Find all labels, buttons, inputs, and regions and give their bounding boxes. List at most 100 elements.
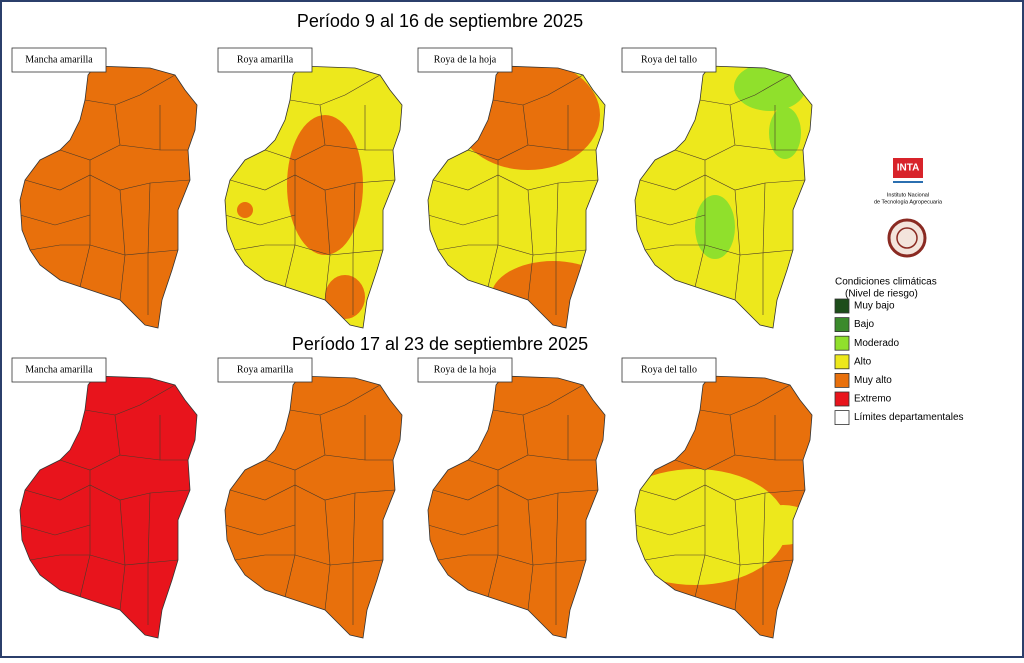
legend-swatch <box>834 317 850 333</box>
map-panel <box>19 375 198 639</box>
panel-label-box <box>417 357 513 383</box>
risk-zones <box>428 384 599 625</box>
department-border <box>352 492 356 625</box>
department-border <box>229 174 396 191</box>
department-border <box>635 214 706 226</box>
legend-label: Límites departamentales <box>854 412 964 423</box>
risk-zones <box>635 66 806 315</box>
panel-label-box <box>417 47 513 73</box>
panel-label: Roya de la hoja <box>434 54 497 65</box>
legend-swatch <box>834 335 850 351</box>
department-border <box>234 244 384 256</box>
legend-label: Bajo <box>854 319 874 330</box>
department-border <box>437 244 587 256</box>
map-panel <box>224 375 403 639</box>
panel-label: Mancha amarilla <box>25 364 93 375</box>
legend-title: (Nivel de riesgo) <box>845 289 918 300</box>
department-border <box>437 554 587 566</box>
department-border <box>319 414 393 461</box>
risk-zones <box>225 74 396 319</box>
legend-swatch <box>834 354 850 370</box>
risk-zones <box>20 74 191 315</box>
panel-label: Roya amarilla <box>237 364 294 375</box>
department-border <box>20 524 91 536</box>
department-border <box>635 524 706 536</box>
department-border <box>319 104 393 151</box>
period-title: Período 17 al 23 de septiembre 2025 <box>292 334 588 354</box>
panel-label-box <box>217 47 313 73</box>
risk-zone <box>695 195 735 259</box>
map-panel <box>427 65 606 329</box>
map-panel <box>427 375 606 639</box>
province <box>20 376 197 638</box>
legend-swatch <box>834 298 850 314</box>
department-border <box>699 74 791 106</box>
department-border <box>29 554 179 566</box>
panel-label-box <box>11 357 107 383</box>
legend-label: Extremo <box>854 394 892 405</box>
department-border <box>20 214 91 226</box>
period-title: Período 9 al 16 de septiembre 2025 <box>297 11 583 31</box>
department-border <box>432 174 599 191</box>
panel-label: Roya amarilla <box>237 54 294 65</box>
department-border <box>762 492 766 625</box>
logo: INTA Instituto Nacional de Tecnología Ag… <box>874 158 943 258</box>
department-border <box>84 74 176 106</box>
department-border <box>225 214 296 226</box>
department-border <box>522 104 596 151</box>
department-border <box>762 182 766 315</box>
department-border <box>729 104 803 151</box>
logo-box <box>893 158 923 178</box>
department-border <box>555 182 559 315</box>
panel-label-box <box>217 357 313 383</box>
province <box>225 376 402 638</box>
department-border <box>24 174 191 191</box>
department-border <box>234 554 384 566</box>
legend-title: Condiciones climáticas <box>835 277 937 288</box>
legend-label: Moderado <box>854 338 899 349</box>
risk-zones <box>20 384 191 625</box>
department-border <box>352 182 356 315</box>
logo-subtitle: de Tecnología Agropecuaria <box>874 199 943 205</box>
department-border <box>225 524 296 536</box>
panel-label: Mancha amarilla <box>25 54 93 65</box>
risk-zone <box>491 261 605 328</box>
map-panel <box>634 65 813 329</box>
department-border <box>147 182 151 315</box>
department-border <box>84 384 176 416</box>
department-border <box>428 214 499 226</box>
legend-swatch <box>834 410 850 426</box>
department-border <box>147 492 151 625</box>
map-panel <box>634 375 813 639</box>
province <box>20 66 197 328</box>
department-border <box>522 414 596 461</box>
department-border <box>555 492 559 625</box>
legend-swatch <box>834 372 850 388</box>
department-border <box>729 414 803 461</box>
risk-zone <box>237 202 253 218</box>
legend-label: Muy alto <box>854 375 892 386</box>
department-border <box>644 244 794 256</box>
department-border <box>492 384 584 416</box>
department-border <box>644 554 794 566</box>
legend-swatch <box>834 391 850 407</box>
department-border <box>29 244 179 256</box>
department-border <box>639 174 806 191</box>
panel-label: Roya de la hoja <box>434 364 497 375</box>
seal <box>887 218 927 258</box>
department-border <box>114 104 188 151</box>
panel-label: Roya del tallo <box>641 54 697 65</box>
department-border <box>428 524 499 536</box>
panel-label-box <box>11 47 107 73</box>
department-border <box>432 484 599 501</box>
department-border <box>699 384 791 416</box>
logo-subtitle: Instituto Nacional <box>887 192 929 198</box>
risk-zone <box>734 66 806 111</box>
panel-label-box <box>621 357 717 383</box>
department-border <box>639 484 806 501</box>
map-panel <box>19 65 198 329</box>
department-border <box>289 384 381 416</box>
map-panel <box>224 65 403 329</box>
